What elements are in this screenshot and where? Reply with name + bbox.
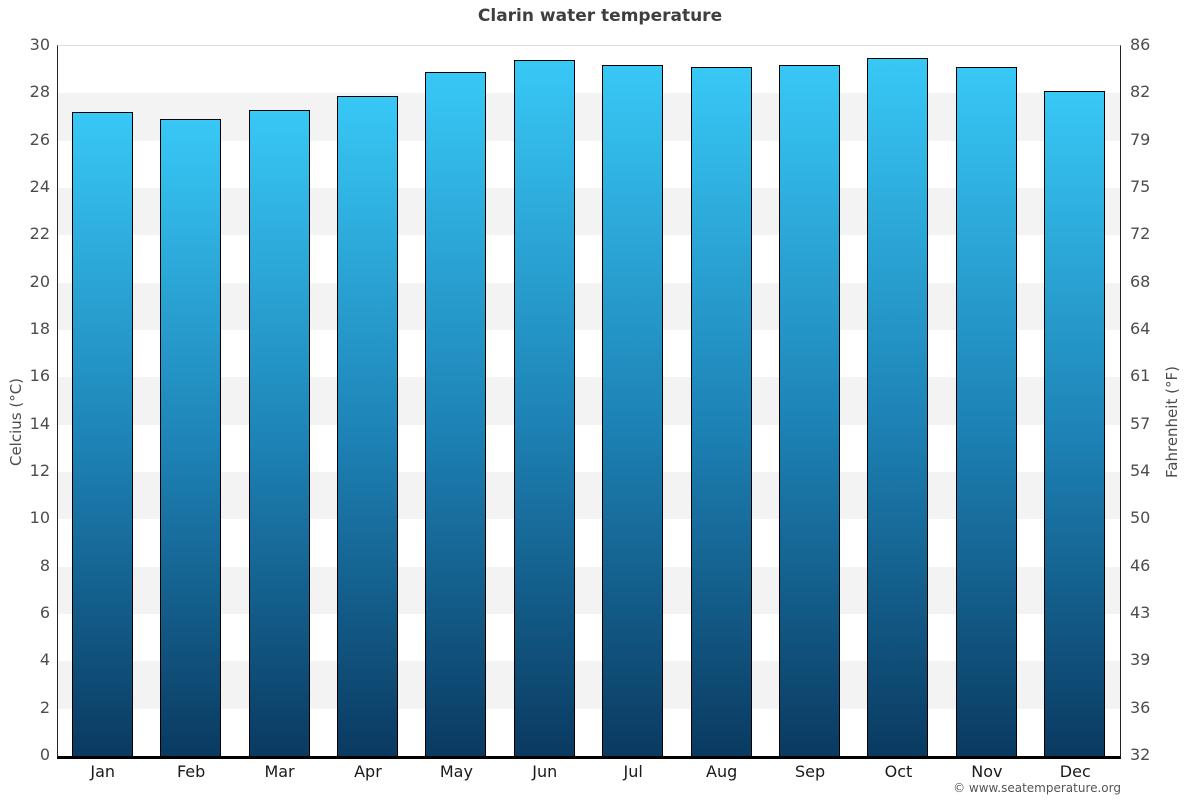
plot-band <box>58 46 1120 94</box>
y-tick-72f: 72 <box>1130 224 1151 244</box>
y-tick-57f: 57 <box>1130 413 1151 433</box>
x-label-jan: Jan <box>90 762 116 781</box>
bar-jun <box>513 60 575 756</box>
bar-jan <box>71 112 133 756</box>
plot-band <box>58 566 1120 614</box>
chart-title: Clarin water temperature <box>477 6 723 26</box>
y-tick-22c: 22 <box>29 224 50 244</box>
plot-band <box>58 708 1120 756</box>
y-tick-4c: 4 <box>39 650 50 670</box>
y-tick-82f: 82 <box>1130 82 1151 102</box>
y-tick-79f: 79 <box>1130 129 1151 149</box>
x-label-jul: Jul <box>623 762 643 781</box>
plot-band <box>58 282 1120 330</box>
copyright-text: © www.seatemperature.org <box>953 781 1121 795</box>
plot-band <box>58 472 1120 520</box>
bar-feb <box>160 119 222 756</box>
y-tick-14c: 14 <box>29 413 50 433</box>
plot-band <box>58 93 1120 141</box>
bar-nov <box>955 67 1017 756</box>
y-tick-39f: 39 <box>1130 650 1151 670</box>
y-tick-0c: 0 <box>39 745 50 764</box>
y-tick-43f: 43 <box>1130 603 1151 622</box>
plot-band <box>58 377 1120 425</box>
y-tick-2c: 2 <box>39 697 50 717</box>
y-tick-30c: 30 <box>29 35 50 54</box>
plot-band <box>58 140 1120 188</box>
x-label-nov: Nov <box>971 762 1003 781</box>
x-label-mar: Mar <box>264 762 295 781</box>
bar-apr <box>336 95 398 756</box>
x-label-may: May <box>439 762 473 781</box>
y-tick-64f: 64 <box>1130 319 1151 338</box>
y-tick-61f: 61 <box>1130 366 1151 386</box>
y-tick-28c: 28 <box>29 82 50 102</box>
plot-band <box>58 424 1120 472</box>
x-label-apr: Apr <box>354 762 382 781</box>
y-tick-20c: 20 <box>29 271 50 291</box>
plot-band <box>58 188 1120 236</box>
plot-band <box>58 519 1120 567</box>
y-tick-46f: 46 <box>1130 555 1151 575</box>
x-label-jun: Jun <box>532 762 558 781</box>
plot-band <box>58 235 1120 283</box>
y-tick-68f: 68 <box>1130 271 1151 291</box>
y-tick-26c: 26 <box>29 129 50 149</box>
bar-jul <box>602 64 664 756</box>
plot-band <box>58 661 1120 709</box>
y-tick-18c: 18 <box>29 319 50 338</box>
y-tick-54f: 54 <box>1130 461 1151 480</box>
bar-dec <box>1044 90 1106 756</box>
x-label-feb: Feb <box>176 762 206 781</box>
y-tick-10c: 10 <box>29 508 50 528</box>
plot-band <box>58 614 1120 662</box>
y-tick-86f: 86 <box>1130 35 1151 54</box>
bar-oct <box>867 57 929 756</box>
y-tick-16c: 16 <box>29 366 50 386</box>
y-tick-50f: 50 <box>1130 508 1151 528</box>
x-label-dec: Dec <box>1059 762 1091 781</box>
bar-sep <box>779 64 841 756</box>
x-label-oct: Oct <box>884 762 913 781</box>
y-tick-32f: 32 <box>1130 745 1151 764</box>
plot-band <box>58 330 1120 378</box>
plot-area <box>57 45 1121 759</box>
x-label-aug: Aug <box>706 762 738 781</box>
y-tick-8c: 8 <box>39 555 50 575</box>
y-tick-12c: 12 <box>29 461 50 480</box>
y-tick-36f: 36 <box>1130 697 1151 717</box>
bar-aug <box>690 67 752 756</box>
y-tick-75f: 75 <box>1130 177 1151 196</box>
x-label-sep: Sep <box>794 762 826 781</box>
bar-mar <box>248 109 310 756</box>
bar-may <box>425 72 487 756</box>
y-tick-24c: 24 <box>29 177 50 196</box>
y-tick-6c: 6 <box>39 603 50 622</box>
